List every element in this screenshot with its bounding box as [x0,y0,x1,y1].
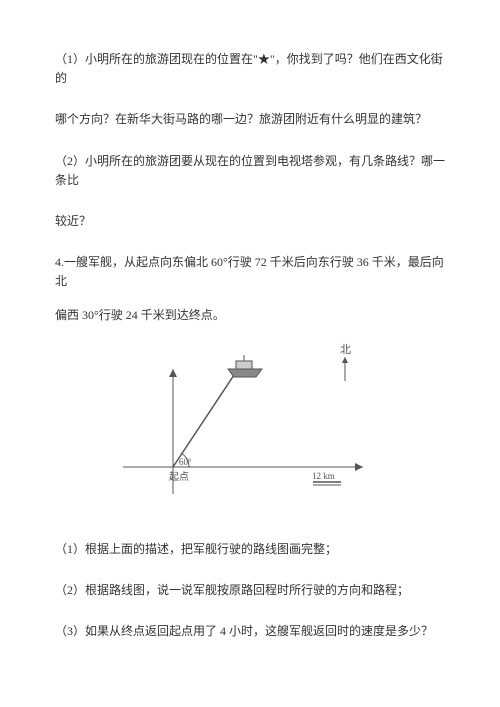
q1-part1-line2: 哪个方向？在新华大街马路的哪一边？旅游团附近有什么明显的建筑？ [55,110,445,129]
q4-line2: 偏西 30°行驶 24 千米到达终点。 [55,306,445,325]
q4-part3: （3）如果从终点返回起点用了 4 小时，这艘军舰返回时的速度是多少？ [55,622,445,641]
q1-part2-line1: （2）小明所在的旅游团要从现在的位置到电视塔参观，有几条路线？哪一条比 [55,152,445,190]
svg-text:12 km: 12 km [312,471,335,481]
q4-line1: 4.一艘军舰，从起点向东偏北 60°行驶 72 千米后向东行驶 36 千米，最后… [55,253,445,291]
svg-text:北: 北 [340,343,351,356]
q1-part1-line1: （1）小明所在的旅游团现在的位置在"★"，你找到了吗？他们在西文化街的 [55,50,445,88]
ship-diagram-svg: 60° 起点 12 km 北 [115,339,375,504]
q4-part1: （1）根据上面的描述，把军舰行驶的路线图画完整； [55,540,445,559]
q1-part2-line2: 较近？ [55,212,445,231]
ship-diagram: 60° 起点 12 km 北 [115,339,445,510]
svg-text:起点: 起点 [169,471,189,483]
svg-text:60°: 60° [179,457,192,467]
q4-part2: （2）根据路线图，说一说军舰按原路回程时所行驶的方向和路程； [55,581,445,600]
